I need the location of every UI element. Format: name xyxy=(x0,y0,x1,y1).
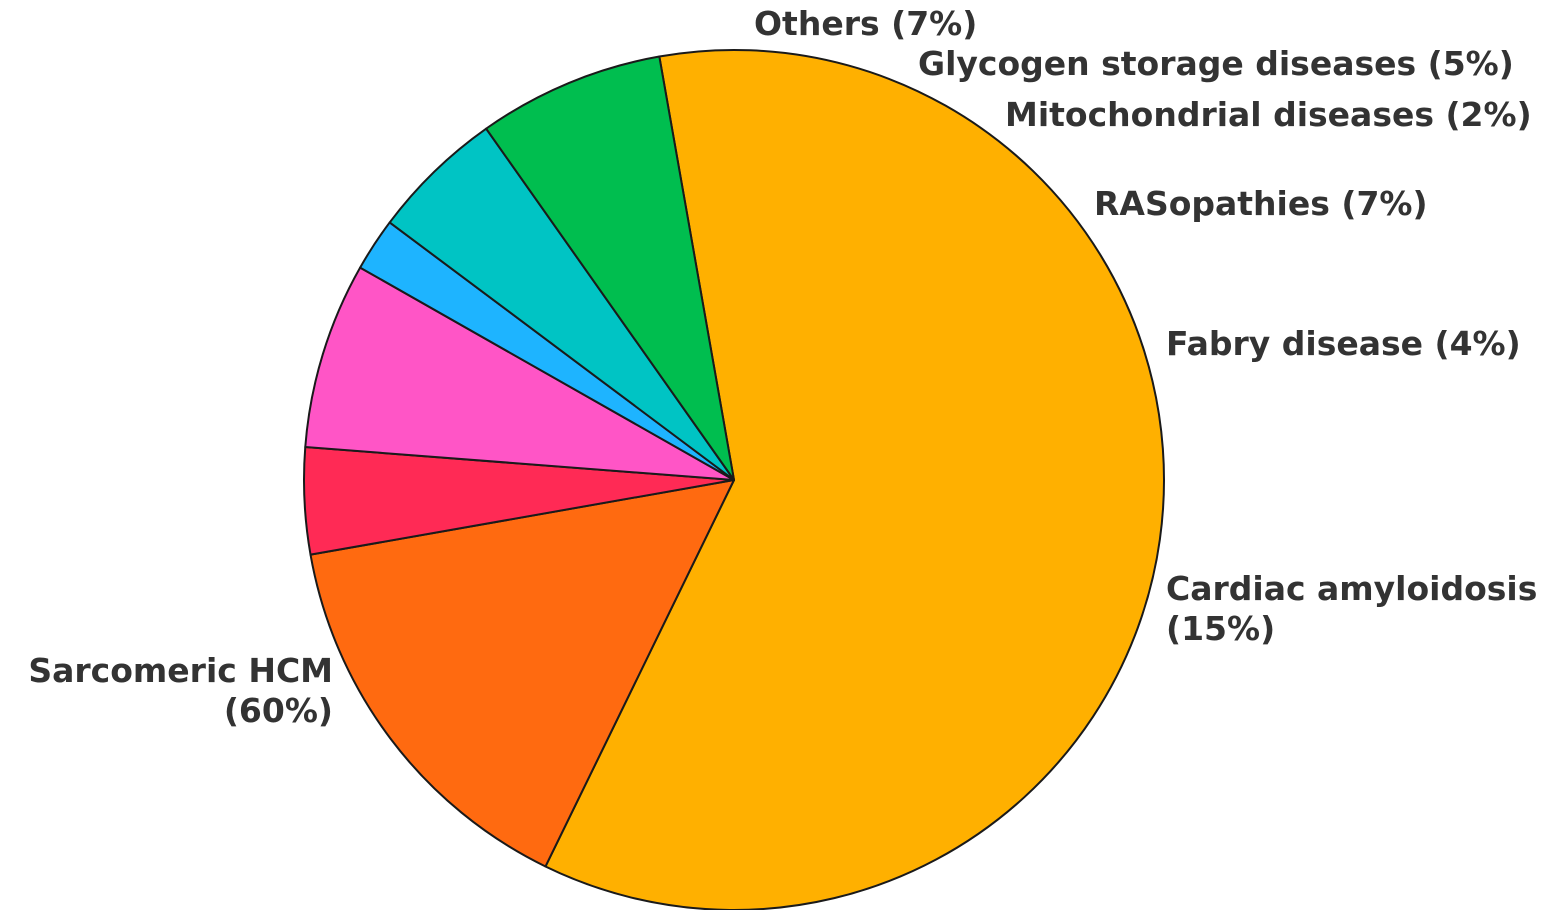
pie-label-sarcomeric-hcm: Sarcomeric HCM (60%) xyxy=(28,651,333,730)
pie-slice-sarcomeric-hcm xyxy=(544,49,1165,910)
pie-slice-cardiac-amyloidosis xyxy=(309,479,735,868)
pie-label-rasopathies: RASopathies (7%) xyxy=(1094,184,1428,223)
pie-label-line: Mitochondrial diseases (2%) xyxy=(1005,95,1532,134)
pie-label-line: (60%) xyxy=(224,691,333,730)
pie-label-line: RASopathies (7%) xyxy=(1094,184,1428,223)
pie-label-fabry-disease: Fabry disease (4%) xyxy=(1166,324,1521,363)
pie-label-line: Others (7%) xyxy=(754,4,977,43)
pie-label-line: Fabry disease (4%) xyxy=(1166,324,1521,363)
pie-label-cardiac-amyloidosis: Cardiac amyloidosis (15%) xyxy=(1166,569,1537,648)
pie-labels: Sarcomeric HCM (60%) Cardiac amyloidosis (1… xyxy=(28,4,1537,730)
pie-label-glycogen-storage-diseases: Glycogen storage diseases (5%) xyxy=(918,44,1514,83)
pie-label-line: Cardiac amyloidosis xyxy=(1166,569,1537,608)
pie-label-mitochondrial-diseases: Mitochondrial diseases (2%) xyxy=(1005,95,1532,134)
pie-label-line: (15%) xyxy=(1166,609,1275,648)
pie-label-line: Glycogen storage diseases (5%) xyxy=(918,44,1514,83)
pie-slice-others xyxy=(485,55,735,481)
pie-label-line: Sarcomeric HCM xyxy=(28,651,333,690)
pie-slices xyxy=(303,49,1165,910)
pie-label-others: Others (7%) xyxy=(754,4,977,43)
pie-slice-rasopathies xyxy=(304,266,735,481)
